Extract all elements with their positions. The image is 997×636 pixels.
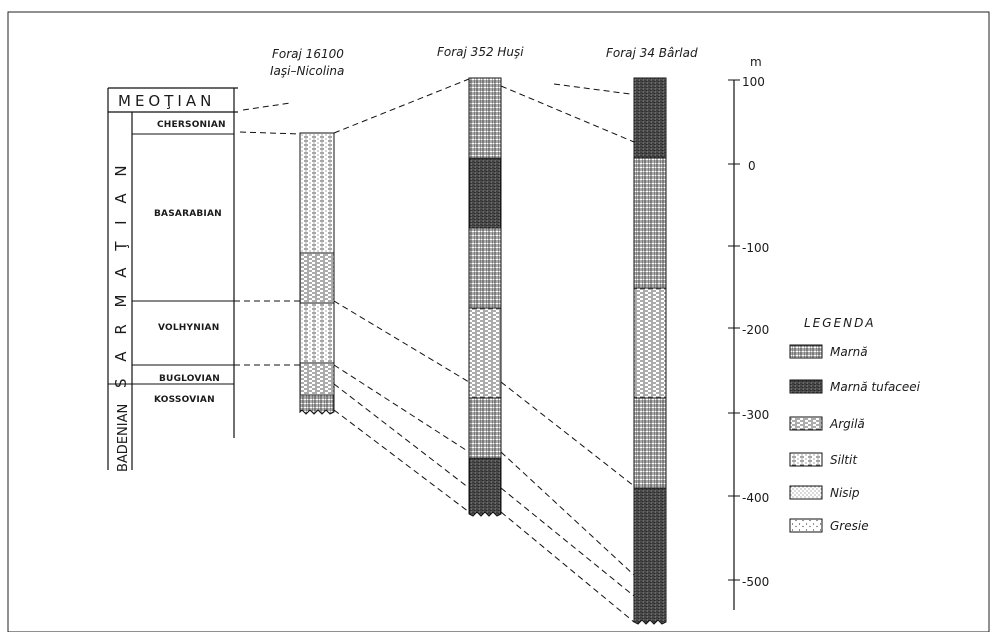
unit-badenian: BADENIAN — [116, 404, 131, 472]
legend-label-siltit: Siltit — [830, 453, 858, 467]
well-2-title: Foraj 352 Huşi — [437, 45, 524, 59]
well-3-title: Foraj 34 Bârlad — [606, 46, 698, 60]
depth-axis-unit: m — [750, 55, 762, 69]
legend-title: LEGENDA — [804, 316, 876, 330]
legend-label-marna: Marnă — [830, 345, 868, 359]
well-1-subtitle: Iaşi–Nicolina — [270, 64, 344, 78]
tick-label-minus-100: -100 — [742, 241, 769, 255]
legend-item-argila: Argilă — [789, 416, 865, 431]
tick-label-minus-200: -200 — [742, 323, 769, 337]
stage-buglovian: BUGLOVIAN — [159, 374, 220, 384]
depth-axis: m 100 0 -100 -200 -300 -400 -500 — [728, 55, 769, 610]
stratigraphic-column: MEOŢIAN S A R M A Ţ I A N BADENIAN CHERS… — [107, 87, 238, 472]
tick-label-minus-500: -500 — [742, 575, 769, 589]
well-3-column — [633, 77, 667, 625]
tick-label-minus-400: -400 — [742, 491, 769, 505]
legend-item-gresie: Gresie — [789, 518, 869, 533]
legend-swatch-argila — [789, 416, 823, 431]
stage-basarabian: BASARABIAN — [154, 209, 222, 219]
legend: LEGENDA Marnă Marnă tufaceei Argilă Silt… — [789, 316, 921, 533]
stage-kossovian: KOSSOVIAN — [154, 395, 215, 405]
unit-meotian: MEOŢIAN — [118, 92, 215, 110]
tick-label-100: 100 — [742, 75, 765, 89]
legend-swatch-gresie — [789, 518, 823, 533]
correlation-lines — [234, 78, 635, 623]
legend-swatch-nisip — [789, 485, 823, 500]
tick-label-minus-300: -300 — [742, 408, 769, 422]
stage-chersonian: CHERSONIAN — [157, 120, 226, 130]
legend-item-siltit: Siltit — [789, 452, 858, 467]
stage-volhynian: VOLHYNIAN — [158, 323, 219, 333]
legend-item-marna-tufacee: Marnă tufaceei — [789, 379, 921, 394]
tick-label-0: 0 — [748, 159, 756, 173]
well-1-title: Foraj 16100 — [272, 47, 344, 61]
legend-label-nisip: Nisip — [830, 486, 860, 500]
unit-sarmatian: S A R M A Ţ I A N — [112, 159, 130, 388]
legend-label-argila: Argilă — [829, 417, 865, 431]
legend-item-nisip: Nisip — [789, 485, 860, 500]
legend-item-marna: Marnă — [789, 344, 868, 359]
well-2-column — [468, 77, 502, 517]
legend-swatch-marna-tufacee — [789, 379, 823, 394]
legend-label-marna-tufacee: Marnă tufaceei — [830, 380, 921, 394]
legend-swatch-marna — [789, 344, 823, 359]
legend-label-gresie: Gresie — [830, 519, 869, 533]
well-1-column — [299, 132, 335, 415]
legend-swatch-siltit — [789, 452, 823, 467]
well-titles: Foraj 16100 Iaşi–Nicolina Foraj 352 Huşi… — [270, 45, 698, 78]
